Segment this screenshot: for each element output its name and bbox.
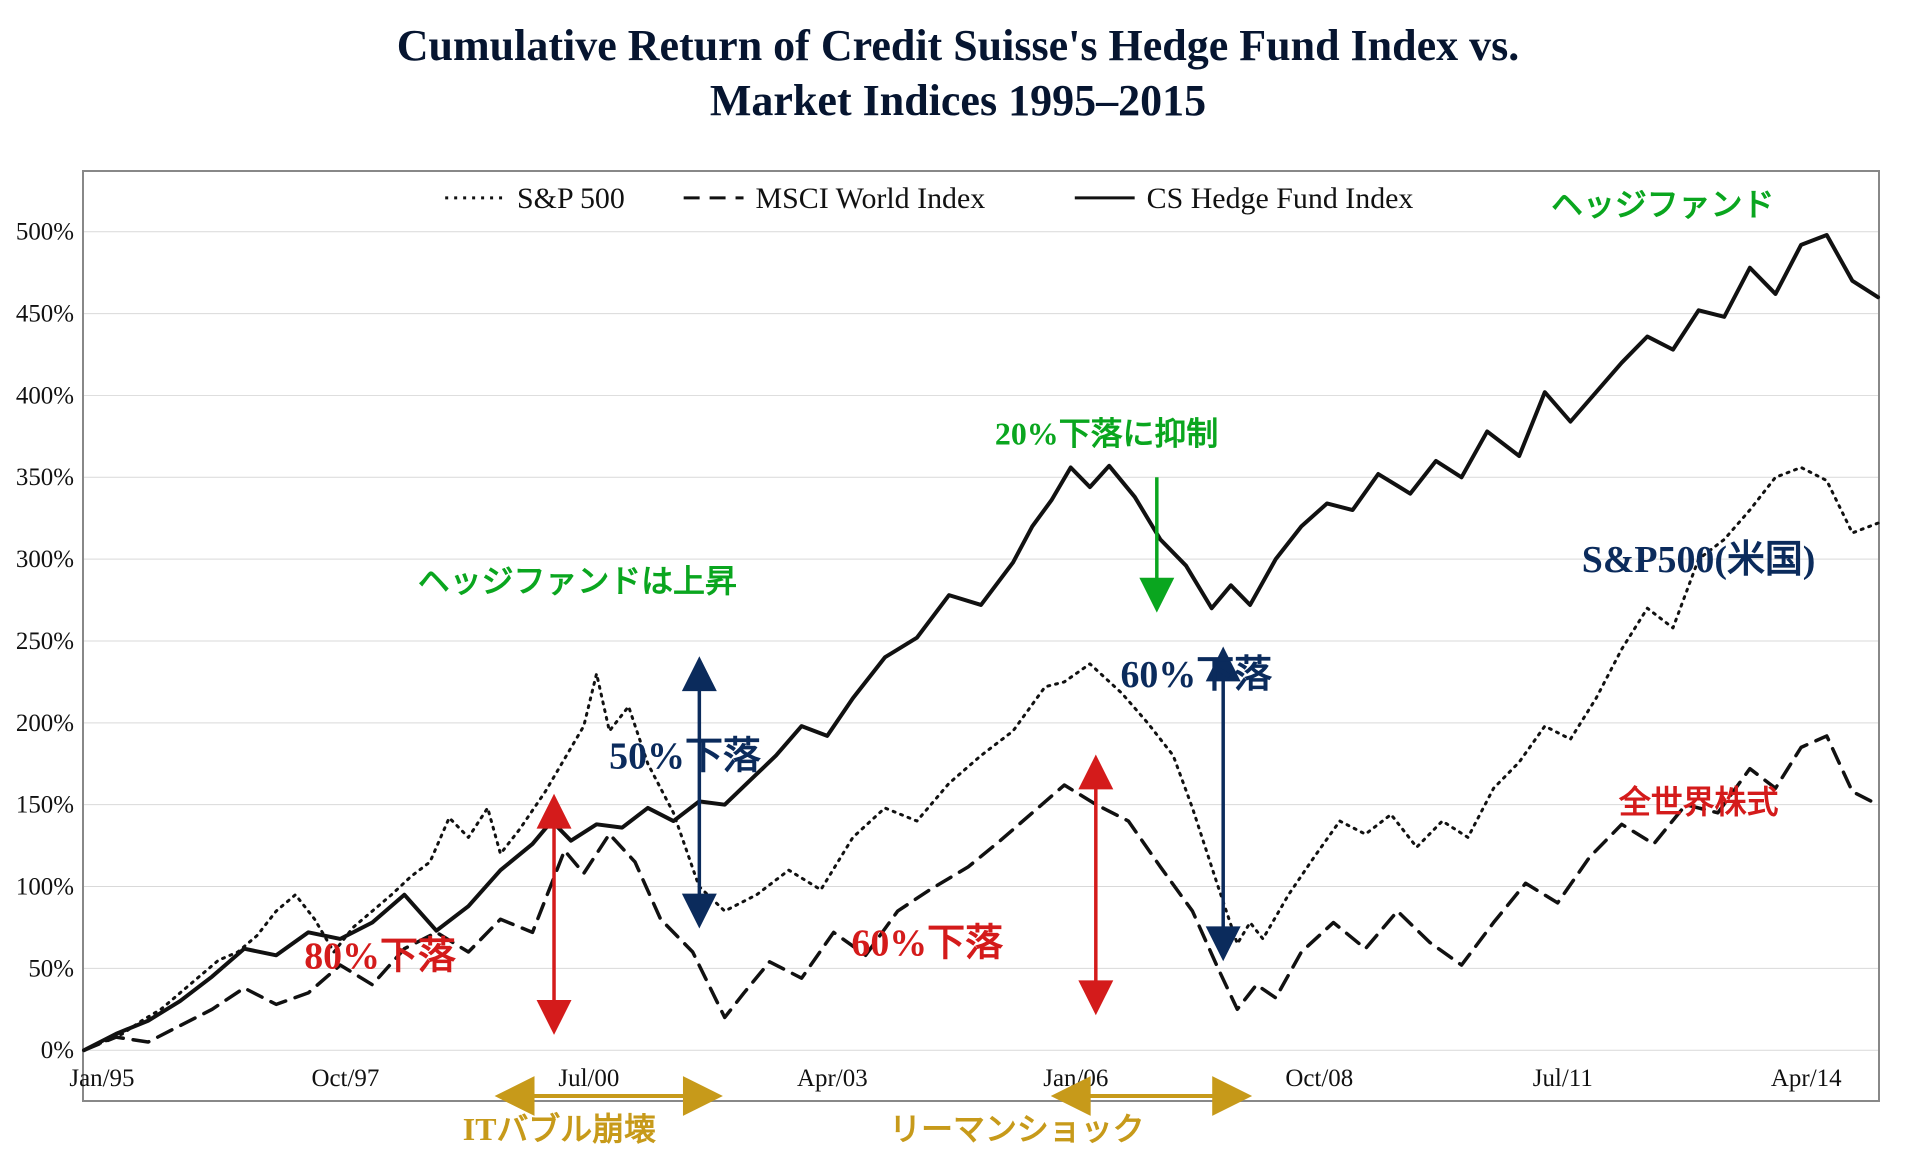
y-tick-label: 200%: [16, 710, 74, 737]
x-tick-label: Apr/03: [797, 1065, 868, 1092]
x-tick-label: Jan/06: [1043, 1065, 1108, 1092]
annotation-label: S&P500(米国): [1582, 539, 1816, 581]
y-tick-label: 400%: [16, 382, 74, 409]
annotation-label: 80%下落: [304, 935, 457, 977]
x-tick-label: Jan/95: [69, 1065, 134, 1092]
legend-label: S&P 500: [517, 182, 625, 215]
chart-plot: 0%50%100%150%200%250%300%350%400%450%500…: [84, 172, 1878, 1100]
y-tick-label: 50%: [28, 955, 74, 982]
y-tick-label: 0%: [41, 1037, 74, 1064]
series-msci-world-index: [84, 736, 1878, 1050]
y-tick-label: 450%: [16, 301, 74, 328]
annotation-label: リーマンショック: [889, 1112, 1144, 1147]
annotation-label: 全世界株式: [1618, 784, 1779, 820]
annotation-label: ITバブル崩壊: [463, 1111, 656, 1147]
legend-label: CS Hedge Fund Index: [1147, 182, 1414, 215]
annotation-label: 60%下落: [1120, 654, 1273, 696]
x-tick-label: Oct/08: [1285, 1065, 1353, 1092]
x-tick-label: Jul/11: [1533, 1065, 1593, 1092]
annotation-label: 60%下落: [851, 922, 1004, 964]
title-line-2: Market Indices 1995–2015: [710, 76, 1206, 125]
legend-label: MSCI World Index: [756, 182, 986, 215]
y-tick-label: 500%: [16, 219, 74, 246]
y-tick-label: 300%: [16, 546, 74, 573]
annotation-label: ヘッジファンドは上昇: [418, 564, 737, 599]
title-line-1: Cumulative Return of Credit Suisse's Hed…: [397, 21, 1520, 70]
annotation-label: 20%下落に抑制: [995, 417, 1218, 452]
y-tick-label: 100%: [16, 874, 74, 901]
x-tick-label: Apr/14: [1771, 1065, 1842, 1092]
x-tick-label: Oct/97: [311, 1065, 379, 1092]
x-tick-label: Jul/00: [558, 1065, 619, 1092]
y-tick-label: 150%: [16, 792, 74, 819]
annotation-label: ヘッジファンド: [1551, 187, 1774, 222]
y-tick-label: 250%: [16, 628, 74, 655]
y-tick-label: 350%: [16, 464, 74, 491]
chart-frame: 0%50%100%150%200%250%300%350%400%450%500…: [82, 170, 1880, 1102]
chart-title: Cumulative Return of Credit Suisse's Hed…: [0, 18, 1916, 128]
annotation-label: 50%下落: [609, 736, 762, 778]
